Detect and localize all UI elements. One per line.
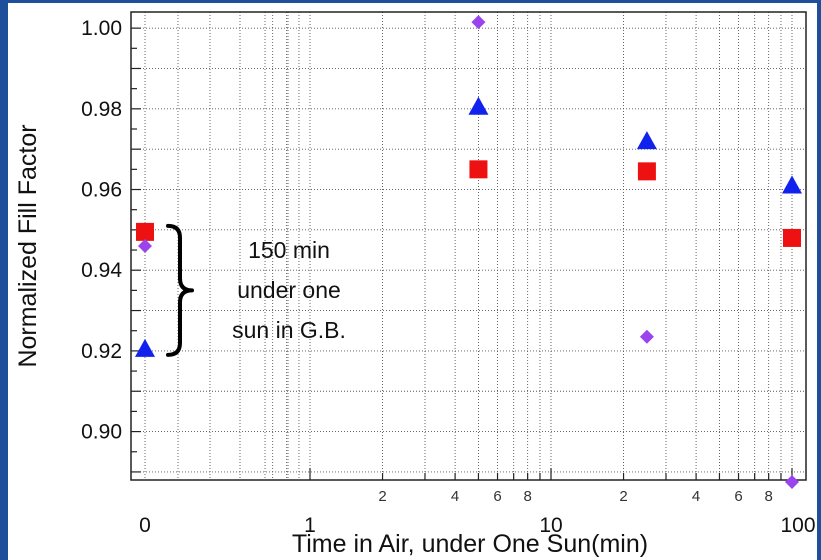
x-tick-label-zero: 0	[139, 514, 151, 537]
annotation-line-3: sun in G.B.	[232, 317, 346, 343]
x-axis: 0 1 10 100 2 4 6 8 2 4 6 8	[139, 488, 815, 537]
annotation-line-1: 150 min	[248, 237, 330, 263]
plot-area	[131, 12, 806, 480]
diamond-marker	[639, 329, 654, 344]
x-minor-tick-label: 8	[764, 488, 772, 505]
x-minor-tick-label: 8	[523, 488, 531, 505]
square-marker	[637, 162, 656, 181]
x-tick-label: 100	[780, 514, 815, 537]
y-axis: 0.90 0.92 0.94 0.96 0.98 1.00	[81, 17, 122, 443]
y-tick-label: 1.00	[81, 17, 122, 40]
square-marker	[783, 228, 801, 247]
plot-border	[130, 11, 807, 481]
annotation-group: 150 min under one sun in G.B.	[166, 223, 346, 357]
slide-frame-left	[0, 0, 8, 560]
x-minor-tick-label: 4	[451, 488, 459, 505]
x-minor-tick-label: 6	[493, 488, 501, 505]
square-marker	[469, 160, 488, 179]
data-points	[135, 15, 802, 490]
x-tick-label: 10	[539, 514, 562, 537]
annotation-line-2: under one	[237, 277, 341, 303]
slide-frame-right	[817, 0, 821, 560]
y-tick-label: 0.92	[81, 340, 122, 363]
grid-lines	[131, 12, 806, 480]
triangle-marker	[468, 96, 489, 115]
triangle-marker	[636, 131, 657, 150]
diamond-marker	[471, 15, 486, 30]
x-tick-label: 1	[304, 514, 316, 537]
triangle-marker	[782, 175, 802, 194]
x-axis-title: Time in Air, under One Sun(min)	[292, 530, 648, 558]
diamond-marker	[785, 475, 799, 490]
y-tick-label: 0.96	[81, 179, 122, 202]
diamond-marker	[138, 239, 152, 253]
y-axis-title: Normalized Fill Factor	[14, 124, 42, 367]
triangle-marker	[135, 338, 155, 357]
x-minor-tick-label: 2	[619, 488, 627, 505]
curly-brace	[166, 223, 194, 357]
x-minor-tick-label: 2	[378, 488, 386, 505]
square-marker	[136, 222, 154, 241]
slide-frame-top	[0, 0, 821, 3]
x-minor-tick-label: 6	[734, 488, 742, 505]
y-tick-label: 0.98	[81, 98, 122, 121]
x-minor-tick-label: 4	[692, 488, 700, 505]
y-tick-label: 0.90	[81, 421, 122, 444]
y-tick-label: 0.94	[81, 259, 122, 282]
